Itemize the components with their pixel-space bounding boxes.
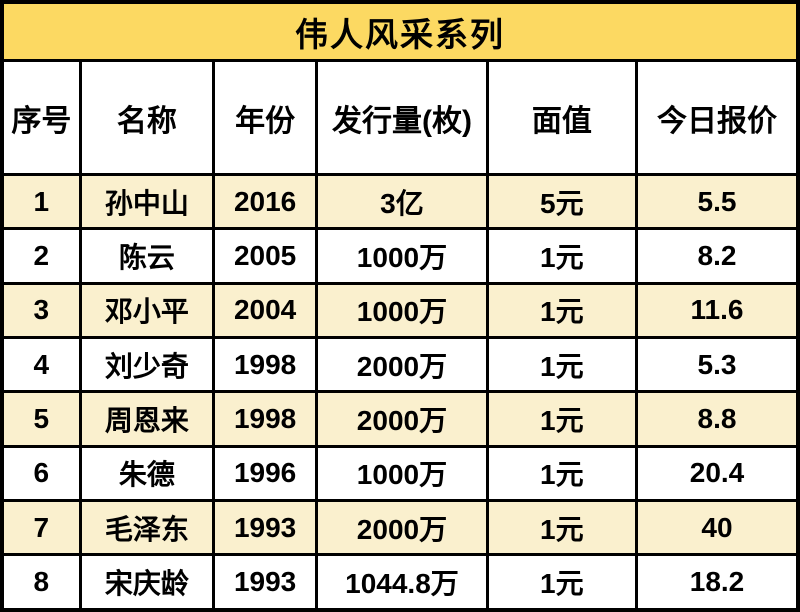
table-row: 3 邓小平 2004 1000万 1元 11.6 bbox=[0, 281, 800, 340]
table-row: 6 朱德 1996 1000万 1元 20.4 bbox=[0, 444, 800, 503]
table-cell: 2004 bbox=[211, 281, 319, 340]
table-cell: 陈云 bbox=[78, 227, 216, 285]
table-cell: 5.3 bbox=[635, 336, 800, 394]
table-cell: 孙中山 bbox=[78, 172, 216, 231]
table-cell: 11.6 bbox=[635, 281, 800, 340]
table-row: 7 毛泽东 1993 2000万 1元 40 bbox=[0, 499, 800, 557]
column-header-3: 发行量(枚) bbox=[315, 59, 489, 176]
table-cell: 2 bbox=[0, 227, 82, 285]
table-cell: 1044.8万 bbox=[315, 553, 489, 612]
table-cell: 5 bbox=[0, 390, 82, 448]
table-cell: 1000万 bbox=[315, 227, 489, 285]
table-row: 2 陈云 2005 1000万 1元 8.2 bbox=[0, 227, 800, 285]
table-cell: 18.2 bbox=[635, 553, 800, 612]
table-cell: 1 bbox=[0, 172, 82, 231]
table-row: 1 孙中山 2016 3亿 5元 5.5 bbox=[0, 172, 800, 231]
column-header-4: 面值 bbox=[485, 59, 639, 176]
table-cell: 宋庆龄 bbox=[78, 553, 216, 612]
table-cell: 2016 bbox=[211, 172, 319, 231]
column-header-1: 名称 bbox=[78, 59, 216, 176]
table-cell: 1元 bbox=[485, 227, 639, 285]
table-cell: 1元 bbox=[485, 499, 639, 557]
table-cell: 周恩来 bbox=[78, 390, 216, 448]
table-cell: 1993 bbox=[211, 553, 319, 612]
table-cell: 1元 bbox=[485, 553, 639, 612]
table-cell: 1998 bbox=[211, 390, 319, 448]
title-row: 伟人风采系列 bbox=[0, 0, 800, 62]
table-cell: 3亿 bbox=[315, 172, 489, 231]
table-cell: 20.4 bbox=[635, 444, 800, 503]
table-cell: 1元 bbox=[485, 281, 639, 340]
header-row: 序号 名称 年份 发行量(枚) 面值 今日报价 bbox=[0, 59, 800, 176]
table-cell: 2000万 bbox=[315, 336, 489, 394]
table-cell: 1993 bbox=[211, 499, 319, 557]
table-cell: 3 bbox=[0, 281, 82, 340]
table-cell: 刘少奇 bbox=[78, 336, 216, 394]
table-row: 8 宋庆龄 1993 1044.8万 1元 18.2 bbox=[0, 553, 800, 612]
column-header-2: 年份 bbox=[211, 59, 319, 176]
table-cell: 毛泽东 bbox=[78, 499, 216, 557]
table-cell: 1元 bbox=[485, 444, 639, 503]
table-cell: 1元 bbox=[485, 336, 639, 394]
table-cell: 1元 bbox=[485, 390, 639, 448]
table-row: 4 刘少奇 1998 2000万 1元 5.3 bbox=[0, 336, 800, 394]
table-cell: 5.5 bbox=[635, 172, 800, 231]
column-header-0: 序号 bbox=[0, 59, 82, 176]
table-cell: 1998 bbox=[211, 336, 319, 394]
table-cell: 7 bbox=[0, 499, 82, 557]
table-cell: 40 bbox=[635, 499, 800, 557]
table-cell: 1000万 bbox=[315, 444, 489, 503]
table-cell: 朱德 bbox=[78, 444, 216, 503]
table-cell: 8.8 bbox=[635, 390, 800, 448]
table-cell: 4 bbox=[0, 336, 82, 394]
table-cell: 8.2 bbox=[635, 227, 800, 285]
table-row: 5 周恩来 1998 2000万 1元 8.8 bbox=[0, 390, 800, 448]
table-cell: 6 bbox=[0, 444, 82, 503]
table-cell: 1996 bbox=[211, 444, 319, 503]
table-body: 1 孙中山 2016 3亿 5元 5.5 2 陈云 2005 1000万 1元 8.2 3 邓小平 2004… bbox=[0, 172, 800, 612]
table-cell: 2000万 bbox=[315, 499, 489, 557]
column-header-5: 今日报价 bbox=[635, 59, 800, 176]
table-cell: 2000万 bbox=[315, 390, 489, 448]
table-cell: 5元 bbox=[485, 172, 639, 231]
table-cell: 邓小平 bbox=[78, 281, 216, 340]
table-cell: 8 bbox=[0, 553, 82, 612]
table-cell: 1000万 bbox=[315, 281, 489, 340]
table-title: 伟人风采系列 bbox=[0, 0, 800, 62]
table-cell: 2005 bbox=[211, 227, 319, 285]
